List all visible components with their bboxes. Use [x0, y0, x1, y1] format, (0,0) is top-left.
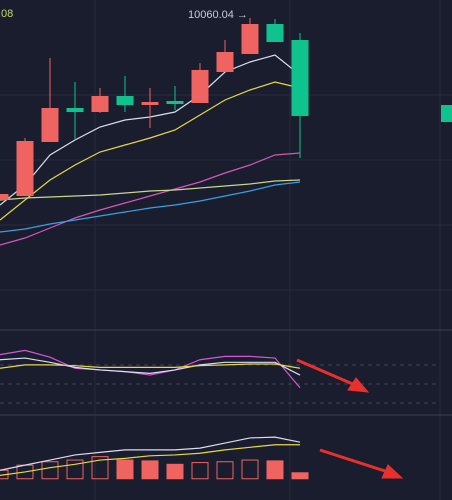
price-marker [441, 105, 452, 122]
corner-text: .08 [0, 8, 13, 20]
line [0, 152, 301, 246]
candle-body [141, 102, 159, 105]
line [0, 363, 301, 369]
line [0, 179, 301, 201]
arrow-head [381, 464, 404, 479]
bar [116, 459, 134, 480]
bar [266, 460, 284, 480]
bar [191, 462, 209, 480]
candle-body [191, 70, 209, 103]
candle-body [16, 141, 34, 196]
bar [216, 461, 234, 480]
arrows [296, 358, 404, 479]
marks [0, 17, 309, 480]
line [0, 357, 301, 376]
candle-body [241, 24, 259, 54]
bar [291, 472, 309, 480]
candle-body [41, 108, 59, 142]
candle-body [216, 52, 234, 72]
line [0, 349, 301, 389]
bar [241, 459, 259, 480]
candle-body [166, 101, 184, 104]
bar [41, 461, 59, 480]
bar [91, 456, 109, 480]
candle-body [66, 108, 84, 112]
line [0, 436, 301, 471]
arrow [319, 448, 389, 474]
arrow [296, 358, 356, 387]
candle-body [266, 24, 284, 42]
bar [166, 463, 184, 480]
bar [141, 460, 159, 480]
high-annotation: 10060.04 → [188, 9, 248, 21]
line [0, 181, 301, 233]
candle-body [291, 40, 309, 116]
guides [0, 364, 440, 404]
arrow-head [347, 377, 370, 393]
line [0, 444, 300, 476]
candle-body [91, 96, 109, 112]
line [0, 81, 301, 221]
candle-body [116, 96, 134, 105]
bar [66, 459, 84, 480]
candle-body [0, 194, 9, 200]
